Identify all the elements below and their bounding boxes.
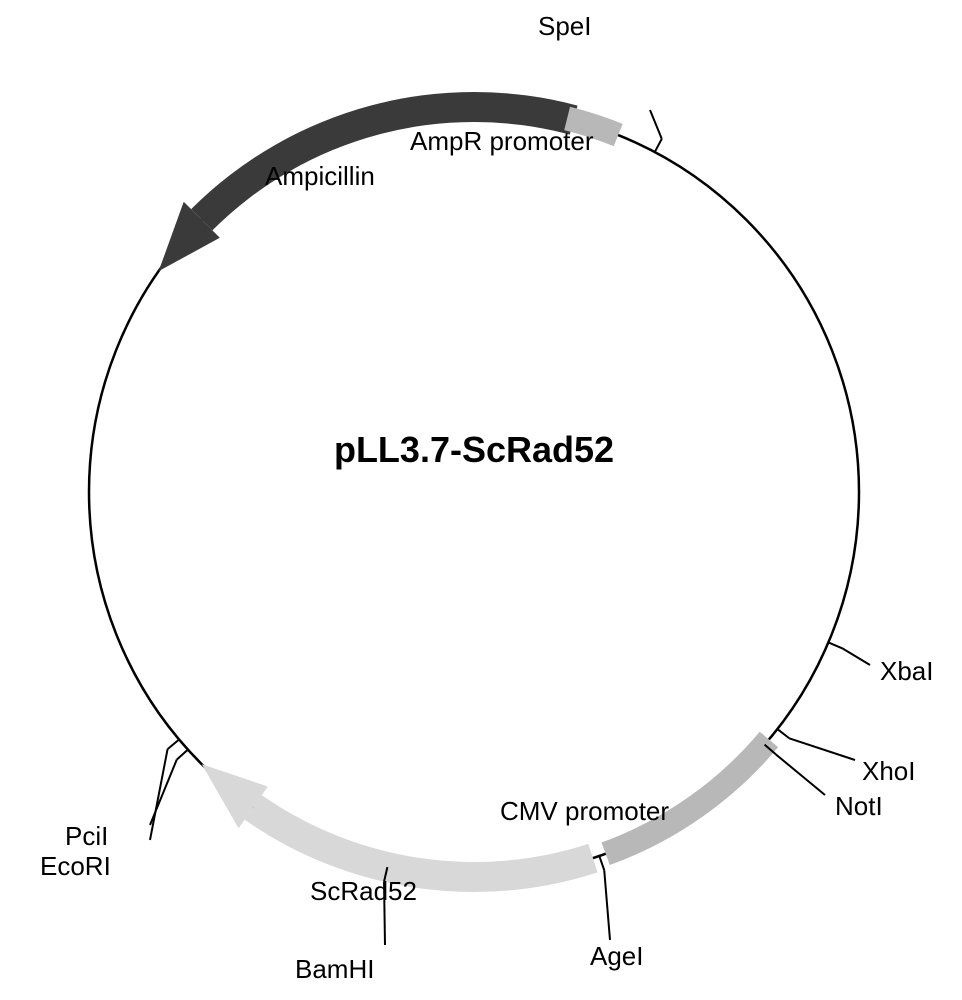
site-ecori: EcoRI — [40, 739, 179, 881]
feature-label: AmpR promoter — [410, 126, 594, 156]
feature-scrad52: ScRad52 — [202, 764, 598, 906]
feature-label: Ampicillin — [265, 161, 375, 191]
site-label: AgeI — [590, 941, 644, 971]
feature-ampicillin: Ampicillin — [159, 92, 578, 271]
site-label: SpeI — [538, 11, 592, 41]
site-label: PciI — [65, 821, 108, 851]
site-xhoi: XhoI — [777, 729, 915, 786]
site-label: XhoI — [862, 756, 916, 786]
plasmid-title: pLL3.7-ScRad52 — [334, 429, 614, 470]
site-label: BamHI — [295, 954, 374, 984]
site-label: XbaI — [880, 656, 934, 686]
site-pcii: PciI — [65, 750, 188, 851]
feature-label: CMV promoter — [500, 796, 669, 826]
site-xbai: XbaI — [828, 642, 933, 686]
plasmid-features: Ampicillin AmpR promoter CMV promoter ScRad… — [159, 92, 778, 906]
feature-label: ScRad52 — [310, 876, 417, 906]
site-agei: AgeI — [590, 856, 644, 971]
site-label: NotI — [835, 791, 883, 821]
feature-cmv-promoter: CMV promoter — [500, 732, 778, 865]
restriction-sites: SpeI XbaI XhoI NotI AgeI BamHI PciIEcoRI — [40, 11, 934, 984]
site-label: EcoRI — [40, 851, 111, 881]
